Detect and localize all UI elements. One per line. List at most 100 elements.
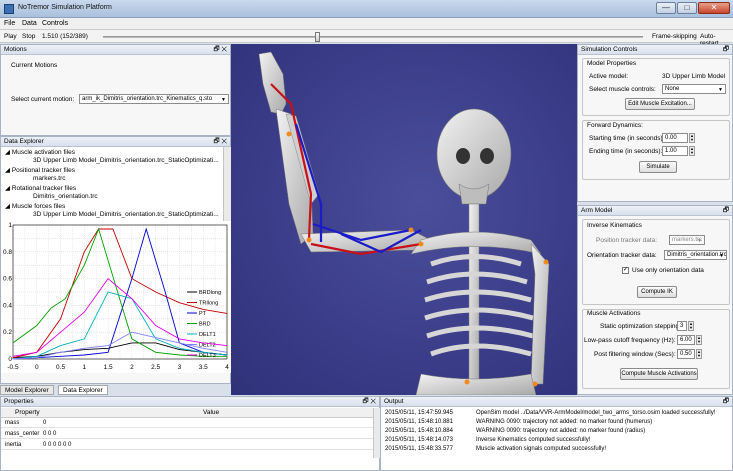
stop-button[interactable]: Stop <box>22 33 36 40</box>
column-value: Value <box>203 409 220 416</box>
panel-float-icon[interactable]: 🗗 <box>722 46 729 53</box>
window-title: NoTremor Simulation Platform <box>18 4 112 11</box>
tab-model-explorer[interactable]: Model Explorer <box>0 385 54 395</box>
maximize-button[interactable]: □ <box>677 2 697 14</box>
forward-dynamics-group <box>582 120 730 180</box>
tree-node[interactable]: ◢ Rotational tracker files <box>5 185 77 192</box>
active-model-label: Active model: <box>589 73 629 80</box>
compute-ik-button[interactable]: Compute IK <box>637 286 677 298</box>
explorer-tabs: Model Explorer Data Explorer <box>0 385 231 395</box>
forward-dynamics-title: Forward Dynamics: <box>587 122 643 129</box>
output-header: Output 🗗 <box>381 397 732 407</box>
orientation-tracker-select[interactable]: Dimitris_orientation.trc <box>664 250 727 260</box>
legend-label: BRD <box>199 322 211 328</box>
close-button[interactable]: ✕ <box>698 2 730 14</box>
inverse-kinematics-title: Inverse Kinematics <box>587 222 642 229</box>
x-tick-label: 1 <box>83 364 87 371</box>
tree-leaf[interactable]: 3D Upper Limb Model_Dimitris_orientation… <box>33 157 219 164</box>
panel-controls-icon[interactable]: 🗗 ✕ <box>213 138 227 145</box>
series-line-brdlong <box>12 342 228 359</box>
muscle-controls-select[interactable]: None <box>662 84 726 94</box>
tree-leaf[interactable]: markers.trc <box>33 175 66 182</box>
panel-float-icon[interactable]: 🗗 <box>722 207 729 214</box>
legend-label: PT <box>199 311 207 317</box>
timeline-track[interactable] <box>103 36 643 38</box>
tree-leaf[interactable]: Dimitris_orientation.trc <box>33 193 98 200</box>
use-orientation-checkbox[interactable]: ✓ <box>622 267 629 274</box>
postfilter-input[interactable]: 0.50 <box>677 349 695 359</box>
orientation-tracker-label: Orientation tracker data: <box>587 252 657 259</box>
panel-float-icon[interactable]: 🗗 <box>722 398 729 405</box>
x-tick-label: 2.5 <box>151 364 160 371</box>
output-panel: Output 🗗 2015/05/11, 15:47:59.945 OpenSim… <box>380 396 733 471</box>
tree-node[interactable]: ◢ Muscle activation files <box>5 149 76 156</box>
x-tick-label: 1.5 <box>104 364 113 371</box>
start-time-stepper[interactable]: ▲ ▼ <box>689 133 695 143</box>
use-orientation-label: Use only orientation data <box>632 267 704 274</box>
y-tick-label: 0.2 <box>3 329 12 336</box>
motion-select[interactable]: arm_ik_Dimitris_orientation.trc_Kinemati… <box>79 94 229 104</box>
play-button[interactable]: Play <box>4 33 17 40</box>
menu-data[interactable]: Data <box>22 20 37 27</box>
legend-label: DELT3 <box>199 353 216 359</box>
simulate-button[interactable]: Simulate <box>639 161 677 173</box>
panel-controls-icon[interactable]: 🗗 ✕ <box>362 398 376 405</box>
x-tick-label: 0 <box>35 364 39 371</box>
end-time-input[interactable]: 1.00 <box>662 146 688 156</box>
chart-background <box>1 221 231 373</box>
tree-node[interactable]: ◢ Positional tracker files <box>5 167 76 174</box>
y-tick-label: 0.6 <box>3 276 12 283</box>
motions-panel: Motions 🗗 ✕ Current Motions Select curre… <box>0 44 231 136</box>
x-tick-label: 3 <box>178 364 182 371</box>
y-tick-label: 0 <box>8 356 12 363</box>
lowpass-input[interactable]: 6.00 <box>677 335 695 345</box>
start-time-input[interactable]: 0.00 <box>662 133 688 143</box>
postfilter-label: Post filtering window (Secs): <box>594 351 676 358</box>
tree-leaf[interactable]: 3D Upper Limb Model_Dimitris_orientation… <box>33 211 219 218</box>
static-optimization-stepper[interactable]: ▲ ▼ <box>688 321 694 331</box>
series-line-trilong <box>12 228 228 359</box>
edit-muscle-excitation-button[interactable]: Edit Muscle Excitation... <box>625 98 695 110</box>
3d-viewport[interactable] <box>231 44 577 395</box>
data-explorer-panel: Data Explorer 🗗 ✕ ◢ Muscle activation fi… <box>0 136 231 384</box>
minimize-button[interactable]: — <box>656 2 676 14</box>
auto-restart-toggle[interactable]: Auto-restart <box>700 33 718 47</box>
tree-node[interactable]: ◢ Muscle forces files <box>5 203 66 210</box>
menu-file[interactable]: File <box>4 20 16 27</box>
frame-skipping-toggle[interactable]: Frame-skipping <box>652 33 697 40</box>
properties-header-row: Property Value <box>1 408 373 418</box>
end-time-stepper[interactable]: ▲ ▼ <box>689 146 695 156</box>
arm-model-header: Arm Model 🗗 <box>578 206 732 216</box>
simulation-controls-panel: Simulation Controls 🗗 Model Properties A… <box>577 44 733 202</box>
lowpass-stepper[interactable]: ▲ ▼ <box>696 335 702 345</box>
app-icon <box>4 4 14 14</box>
muscle-controls-label: Select muscle controls: <box>589 86 656 93</box>
menu-controls[interactable]: Controls <box>42 20 69 27</box>
y-tick-label: 0.8 <box>3 249 12 256</box>
postfilter-stepper[interactable]: ▲ ▼ <box>696 349 702 359</box>
table-row[interactable]: inertia 0 0 0 0 0 0 <box>1 441 378 450</box>
plot-frame <box>12 224 228 360</box>
title-bar: NoTremor Simulation Platform — □ ✕ <box>0 0 733 18</box>
x-tick-label: 2 <box>130 364 134 371</box>
timeline-thumb[interactable] <box>315 32 320 42</box>
simulation-controls-header: Simulation Controls 🗗 <box>578 45 732 55</box>
panel-controls-icon[interactable]: 🗗 ✕ <box>213 46 227 53</box>
table-row[interactable]: mass_center 0 0 0 <box>1 430 378 439</box>
y-tick-label: 1 <box>8 222 12 229</box>
tab-data-explorer[interactable]: Data Explorer <box>58 385 108 395</box>
table-row[interactable]: mass 0 <box>1 419 378 428</box>
skeleton-model <box>258 51 550 395</box>
series-line-pt <box>12 227 228 360</box>
properties-panel: Properties 🗗 ✕ Property Value mass 0 mas… <box>0 396 380 471</box>
position-tracker-select[interactable]: markers.trc <box>669 235 705 245</box>
compute-muscle-activations-button[interactable]: Compute Muscle Activations <box>620 368 698 380</box>
tree-scrollbar[interactable] <box>223 147 231 221</box>
select-motion-label: Select current motion: <box>11 96 75 103</box>
end-time-label: Ending time (in seconds): <box>589 148 663 155</box>
x-tick-label: 4 <box>225 364 229 371</box>
static-optimization-label: Static optimization stepping: <box>600 323 681 330</box>
legend-label: DELT2 <box>199 343 216 349</box>
static-optimization-input[interactable]: 3 <box>677 321 687 331</box>
properties-scrollbar[interactable] <box>373 408 380 458</box>
